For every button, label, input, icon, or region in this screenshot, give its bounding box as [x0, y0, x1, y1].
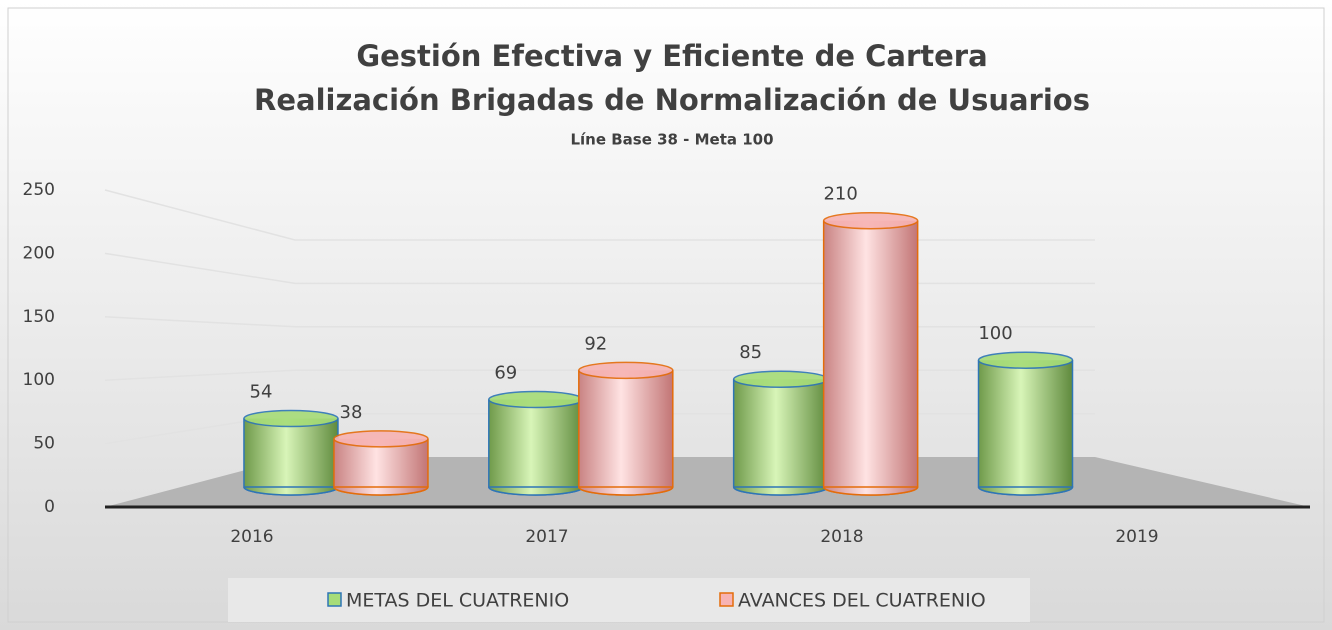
- legend-box: [228, 578, 1030, 622]
- y-tick-label: 0: [44, 497, 55, 517]
- legend-label: AVANCES DEL CUATRENIO: [738, 590, 986, 612]
- y-tick-label: 50: [33, 434, 55, 454]
- value-label: 85: [739, 342, 762, 363]
- value-label: 38: [340, 402, 363, 423]
- x-tick-label: 2018: [820, 527, 863, 547]
- value-label: 69: [494, 363, 517, 384]
- x-tick-label: 2016: [230, 527, 273, 547]
- value-label: 54: [250, 382, 273, 403]
- y-tick-label: 150: [23, 307, 55, 327]
- cylinder: [823, 220, 918, 487]
- cylinder-top: [732, 370, 829, 388]
- cylinder-top: [822, 211, 919, 230]
- x-tick-label: 2019: [1115, 527, 1158, 547]
- cylinder-top: [977, 351, 1074, 369]
- legend-swatch: [719, 592, 734, 607]
- y-tick-label: 250: [23, 180, 55, 200]
- cylinder-top: [488, 390, 584, 409]
- y-tick-label: 200: [23, 243, 55, 263]
- chart-subtitle: Líne Base 38 - Meta 100: [570, 131, 773, 149]
- legend-swatch: [327, 592, 342, 607]
- cylinder-bottom: [822, 486, 919, 496]
- cylinder-top: [333, 430, 429, 448]
- value-label: 210: [823, 184, 857, 205]
- y-tick-label: 100: [23, 370, 55, 390]
- chart-title: Gestión Efectiva y Eficiente de Cartera: [356, 39, 987, 73]
- value-label: 92: [584, 333, 607, 354]
- cylinder-bottom: [977, 486, 1074, 496]
- cylinder: [978, 360, 1073, 487]
- cylinder-bottom: [333, 486, 429, 496]
- cylinder: [733, 379, 828, 487]
- legend-label: METAS DEL CUATRENIO: [346, 590, 569, 612]
- cylinder-bottom: [578, 486, 674, 496]
- chart-title: Realización Brigadas de Normalización de…: [254, 83, 1090, 117]
- cylinder-top: [243, 409, 339, 428]
- cylinder: [488, 399, 583, 487]
- cylinder: [578, 370, 673, 487]
- cylinder: [243, 418, 338, 487]
- x-tick-label: 2017: [525, 527, 568, 547]
- value-label: 100: [978, 323, 1012, 344]
- cylinder-top: [578, 361, 674, 380]
